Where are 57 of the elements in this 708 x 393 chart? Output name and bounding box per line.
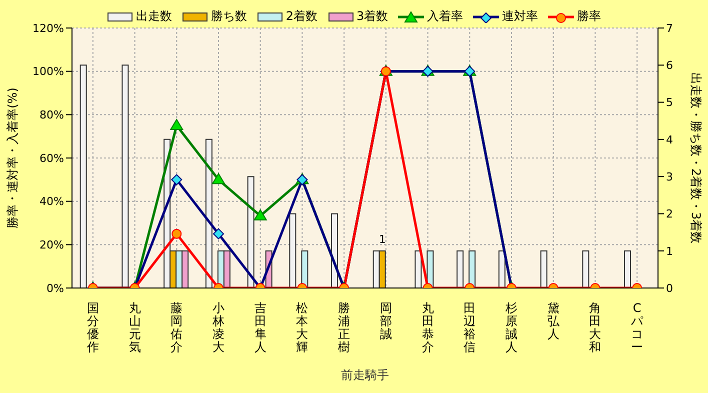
bar [498,250,506,288]
point [170,119,184,130]
bar [205,138,212,288]
legend-label: 勝ち数 [210,8,247,25]
y2-tick-label: 7 [666,22,673,35]
y-tick-label: 80% [40,108,64,122]
y-tick-label: 20% [40,238,64,252]
y2-tick-label: 4 [666,133,673,146]
y2-tick-label: 5 [666,96,673,110]
point [212,173,225,184]
x-tick-label: Cパコー [630,301,644,354]
legend-label: 勝率 [577,8,602,25]
legend-label: 入着率 [427,8,464,25]
bar [80,64,87,288]
bar [624,250,632,288]
bar [414,250,422,288]
point [171,174,182,186]
bar [122,64,129,288]
legend-label: 出走数 [136,8,172,25]
x-tick-label: 松本大輝 [296,301,308,354]
bar [289,213,296,288]
y2-tick-label: 0 [666,282,673,295]
x-axis-title: 前走騎手 [341,368,389,382]
y2-tick-label: 6 [666,59,673,72]
data-label: 1 [378,232,386,246]
x-tick-label: 丸山元気 [128,301,141,354]
y-tick-label: 0% [46,282,64,295]
bar [582,250,590,288]
x-tick-label: 角田大和 [589,301,602,354]
y-tick-label: 120% [32,22,64,35]
y-tick-label: 100% [32,65,64,78]
x-tick-label: 吉田隼人 [254,301,266,354]
x-tick-label: 田辺裕信 [464,301,476,354]
bar [301,250,308,288]
legend-label: 3着数 [356,8,388,25]
y-tick-label: 40% [40,195,64,208]
bar [468,250,476,288]
legend-label: 2着数 [286,8,318,25]
x-tick-label: 藤岡佑介 [170,301,183,354]
x-tick-label: 勝浦正樹 [338,301,350,354]
y2-axis-title: 出走数・勝ち数・2着数・3着数 [688,72,703,244]
bar [540,250,548,288]
y-axis-title: 勝率・連対率・入着率(%) [5,88,20,228]
point [254,209,267,220]
x-tick-label: 岡部誠 [380,301,392,341]
y2-tick-label: 1 [666,244,673,258]
y2-tick-label: 3 [666,170,673,184]
x-tick-label: 杉原誠人 [504,301,518,354]
legend-label: 連対率 [502,8,538,25]
bar [456,250,464,288]
x-tick-label: 国分優作 [86,301,99,354]
y-tick-label: 60% [40,152,64,165]
x-tick-label: 黛弘人 [547,301,560,341]
bar [247,176,254,288]
x-tick-label: 丸田恭介 [422,301,434,354]
x-tick-label: 小林凌大 [212,301,224,354]
y2-tick-label: 2 [666,208,673,221]
